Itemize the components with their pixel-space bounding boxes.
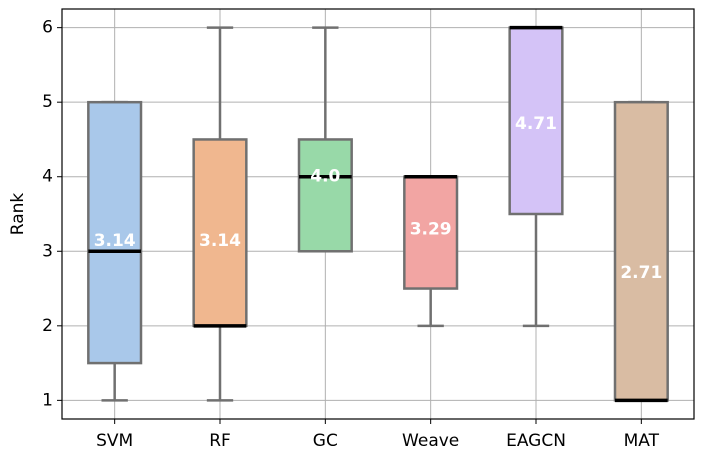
box-body bbox=[508, 26, 564, 216]
y-tick-label: 6 bbox=[42, 18, 53, 38]
box-rf bbox=[192, 26, 248, 402]
box-body bbox=[613, 100, 669, 402]
grid-lines bbox=[62, 9, 694, 419]
x-tick-label: EAGCN bbox=[506, 431, 566, 451]
mean-value-label: 3.29 bbox=[410, 220, 452, 240]
y-axis-title: Rank bbox=[8, 193, 28, 236]
box-eagcn bbox=[508, 25, 564, 328]
mean-value-label: 4.71 bbox=[515, 114, 557, 134]
y-tick-label: 2 bbox=[42, 316, 53, 336]
boxes-layer bbox=[87, 25, 669, 403]
x-tick-label: MAT bbox=[624, 431, 660, 451]
box-mat bbox=[613, 100, 669, 403]
x-tick-label: Weave bbox=[402, 431, 459, 451]
y-tick-label: 3 bbox=[42, 241, 53, 261]
x-tick-label: RF bbox=[209, 431, 231, 451]
box-gc bbox=[297, 26, 353, 253]
box-body bbox=[192, 138, 248, 328]
box-body bbox=[87, 100, 143, 365]
box-body bbox=[403, 175, 459, 290]
x-tick-label: GC bbox=[313, 431, 338, 451]
axes-layer: 1 2 3 4 5 6 SVM RF GC Weave EAGCN MAT bbox=[42, 8, 695, 451]
y-tick-label: 5 bbox=[42, 92, 53, 112]
mean-value-label: 3.14 bbox=[94, 231, 136, 251]
x-tick-label: SVM bbox=[96, 431, 133, 451]
box-weave bbox=[403, 174, 459, 328]
mean-value-label: 4.0 bbox=[310, 167, 340, 187]
box-body bbox=[297, 138, 353, 253]
y-tick-label: 4 bbox=[42, 167, 53, 187]
plot-frame bbox=[61, 8, 695, 420]
mean-value-label: 3.14 bbox=[199, 231, 241, 251]
y-tick-label: 1 bbox=[42, 390, 53, 410]
mean-value-label: 2.71 bbox=[620, 263, 662, 283]
mean-labels-layer: 3.14 3.14 4.0 3.29 4.71 2.71 bbox=[94, 114, 663, 283]
box-svm bbox=[87, 100, 143, 402]
